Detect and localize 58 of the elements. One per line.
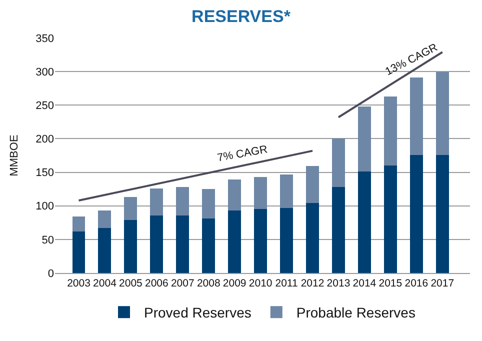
bar	[72, 231, 86, 273]
x-tick-label: 2005	[119, 278, 143, 290]
bar	[176, 215, 190, 273]
bar	[228, 180, 242, 211]
text: 7% CAGR	[216, 144, 268, 164]
bar	[384, 166, 397, 273]
bar	[150, 215, 164, 273]
bar	[124, 220, 138, 273]
x-tick-label: 2009	[222, 278, 246, 290]
bar	[332, 187, 345, 273]
bar	[72, 216, 86, 232]
bar	[358, 106, 371, 172]
bar	[280, 208, 294, 273]
bar	[306, 166, 319, 204]
bar	[228, 210, 242, 273]
bar	[280, 174, 294, 208]
x-tick-label: 2014	[352, 278, 376, 290]
x-tick-label: 2017	[430, 278, 454, 290]
bar	[254, 209, 268, 273]
bar	[202, 218, 216, 273]
bar	[436, 72, 449, 155]
bar	[358, 172, 371, 273]
bar	[176, 187, 190, 216]
bar	[254, 176, 268, 210]
y-tick-label: 50	[42, 234, 54, 246]
x-tick-label: 2004	[93, 278, 117, 290]
bar	[306, 203, 319, 273]
x-tick-label: 2006	[144, 278, 169, 290]
bar	[98, 228, 112, 273]
bar	[150, 188, 164, 216]
x-tick-label: 2011	[275, 278, 298, 290]
y-tick-label: 200	[36, 134, 54, 146]
x-tick-label: 2010	[248, 278, 272, 290]
chart-title: RESERVES*	[192, 7, 291, 26]
y-tick-label: 100	[36, 200, 54, 213]
bar	[436, 154, 449, 273]
y-tick-label: 250	[36, 100, 54, 112]
bar	[410, 78, 423, 155]
x-tick-label: 2003	[67, 278, 91, 290]
y-tick-label: 350	[36, 32, 54, 45]
bar	[98, 210, 112, 228]
x-tick-label: 2015	[378, 278, 402, 290]
bar	[384, 96, 397, 166]
x-tick-label: 2008	[196, 278, 220, 290]
bar	[410, 154, 423, 273]
bar	[332, 138, 345, 188]
legend-label: Probable Reserves	[296, 304, 416, 321]
x-tick-label: 2013	[326, 278, 350, 290]
y-axis-title: MMBOE	[8, 134, 20, 176]
x-tick-label: 2012	[300, 278, 324, 290]
x-tick-label: 2007	[170, 278, 194, 290]
bar	[124, 197, 138, 220]
y-tick-label: 150	[36, 167, 54, 180]
y-tick-label: 300	[36, 66, 54, 78]
legend-label: Proved Reserves	[144, 304, 252, 321]
x-tick-label: 2016	[404, 278, 428, 290]
bar	[202, 189, 216, 219]
y-tick-label: 0	[48, 268, 54, 280]
